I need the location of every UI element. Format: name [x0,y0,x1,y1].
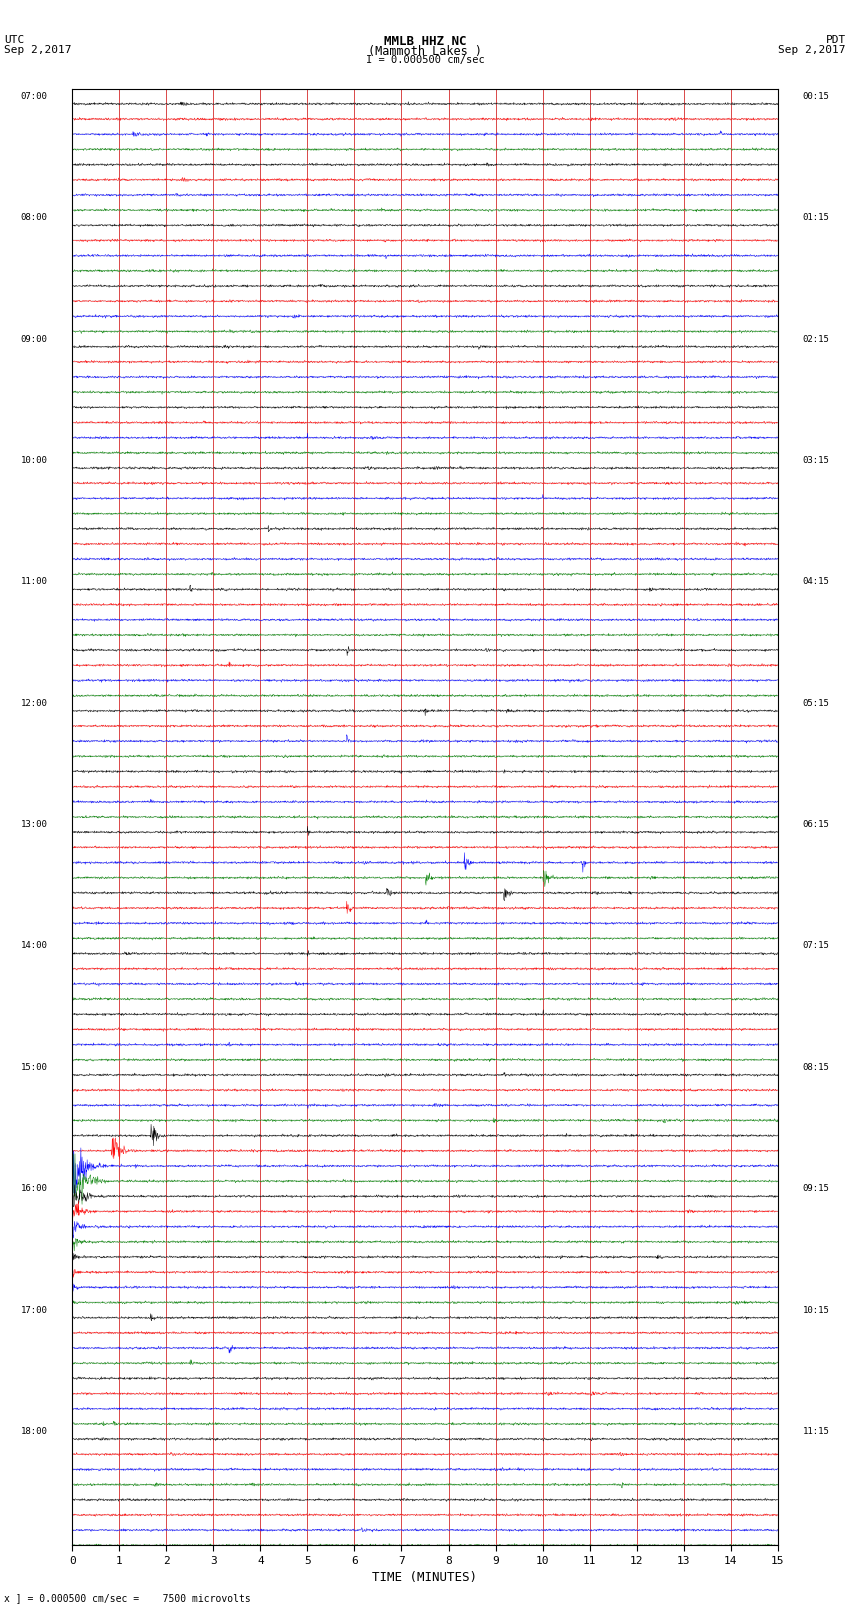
X-axis label: TIME (MINUTES): TIME (MINUTES) [372,1571,478,1584]
Text: 08:00: 08:00 [20,213,48,223]
Text: 01:15: 01:15 [802,213,830,223]
Text: Sep 2,2017: Sep 2,2017 [4,45,71,55]
Text: 09:15: 09:15 [802,1184,830,1194]
Text: MMLB HHZ NC: MMLB HHZ NC [383,35,467,48]
Text: 09:00: 09:00 [20,334,48,344]
Text: 00:15: 00:15 [802,92,830,100]
Text: 07:00: 07:00 [20,92,48,100]
Text: 05:15: 05:15 [802,698,830,708]
Text: 16:00: 16:00 [20,1184,48,1194]
Text: PDT: PDT [825,35,846,45]
Text: 12:00: 12:00 [20,698,48,708]
Text: 03:15: 03:15 [802,456,830,465]
Text: 10:00: 10:00 [20,456,48,465]
Text: 04:15: 04:15 [802,577,830,586]
Text: 15:00: 15:00 [20,1063,48,1071]
Text: UTC: UTC [4,35,25,45]
Text: 11:15: 11:15 [802,1428,830,1436]
Text: I = 0.000500 cm/sec: I = 0.000500 cm/sec [366,55,484,65]
Text: 02:15: 02:15 [802,334,830,344]
Text: 06:15: 06:15 [802,819,830,829]
Text: 14:00: 14:00 [20,942,48,950]
Text: x ] = 0.000500 cm/sec =    7500 microvolts: x ] = 0.000500 cm/sec = 7500 microvolts [4,1594,251,1603]
Text: 18:00: 18:00 [20,1428,48,1436]
Text: Sep 2,2017: Sep 2,2017 [779,45,846,55]
Text: 07:15: 07:15 [802,942,830,950]
Text: 08:15: 08:15 [802,1063,830,1071]
Text: 17:00: 17:00 [20,1305,48,1315]
Text: 11:00: 11:00 [20,577,48,586]
Text: 10:15: 10:15 [802,1305,830,1315]
Text: 13:00: 13:00 [20,819,48,829]
Text: (Mammoth Lakes ): (Mammoth Lakes ) [368,45,482,58]
